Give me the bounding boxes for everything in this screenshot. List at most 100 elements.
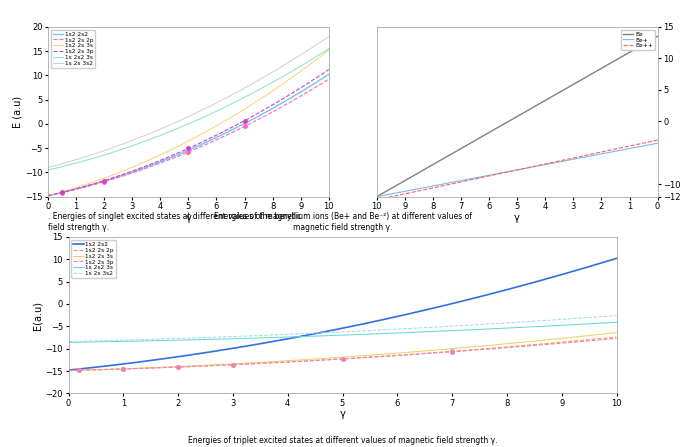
1s2 2s 3p — [361, 355, 369, 360]
Line: Be: Be — [377, 36, 658, 197]
X-axis label: γ: γ — [186, 213, 191, 223]
1s 2s2 3s — [612, 320, 621, 325]
Line: Be+: Be+ — [377, 143, 658, 197]
1s2 2s2 — [44, 193, 52, 198]
Line: 1s2 2s 3s: 1s2 2s 3s — [48, 50, 329, 196]
1s2 2s 2p — [64, 368, 73, 373]
1s2 2s 3s — [274, 84, 282, 90]
1s 2s2 3s — [390, 330, 399, 336]
1s 2s 3s2 — [196, 109, 204, 114]
Be++ — [373, 197, 381, 202]
1s 2s2 3s — [274, 76, 282, 82]
1s2 2s 3p — [44, 193, 52, 198]
1s 2s 3s2 — [64, 339, 73, 344]
1s2 2s2 — [196, 143, 204, 148]
1s 2s 3s2 — [179, 116, 187, 122]
Line: 1s2 2s 3p: 1s2 2s 3p — [48, 70, 329, 196]
1s2 2s 3s — [390, 350, 399, 356]
1s2 2s 2p — [325, 76, 333, 82]
Text: Energies of the beryllium ions (Be+ and Be⁻²) at different values of
magnetic fi: Energies of the beryllium ions (Be+ and … — [214, 212, 471, 232]
1s2 2s 2p — [514, 343, 522, 349]
1s 2s2 3s — [599, 320, 608, 326]
1s2 2s 3p — [179, 148, 187, 153]
Be++ — [520, 166, 528, 171]
Be — [520, 110, 528, 115]
1s2 2s2 — [179, 150, 187, 155]
1s2 2s2 — [325, 328, 333, 333]
1s2 2s 3s — [64, 368, 73, 373]
Line: 1s2 2s2: 1s2 2s2 — [68, 258, 616, 370]
Be — [486, 129, 495, 135]
Line: 1s 2s 3s2: 1s 2s 3s2 — [48, 37, 329, 168]
1s 2s2 3s — [179, 123, 187, 129]
1s 2s2 3s — [211, 109, 219, 114]
X-axis label: γ: γ — [340, 409, 345, 419]
1s2 2s 3s — [325, 355, 333, 361]
1s2 2s 2p — [612, 334, 621, 340]
Be++ — [653, 137, 662, 143]
Be+ — [486, 173, 495, 178]
1s 2s 3s2 — [177, 117, 186, 122]
Line: 1s2 2s2: 1s2 2s2 — [48, 74, 329, 196]
1s 2s 3s2 — [274, 66, 282, 72]
1s2 2s 2p — [179, 152, 187, 157]
1s2 2s2 — [64, 367, 73, 373]
Y-axis label: E(a.u): E(a.u) — [33, 301, 42, 329]
Line: Be++: Be++ — [377, 140, 658, 200]
1s 2s 3s2 — [514, 320, 522, 325]
1s2 2s 3s — [318, 53, 326, 58]
1s2 2s2 — [177, 151, 186, 156]
1s 2s 3s2 — [599, 314, 608, 319]
1s2 2s 2p — [44, 193, 52, 198]
1s2 2s 3p — [325, 67, 333, 72]
1s 2s 3s2 — [612, 313, 621, 318]
1s 2s2 3s — [361, 332, 369, 337]
Be++ — [519, 166, 527, 172]
1s2 2s 3s — [599, 331, 608, 337]
1s 2s 3s2 — [328, 330, 336, 335]
1s2 2s 3p — [514, 344, 522, 350]
1s2 2s 3p — [196, 140, 204, 146]
Be — [653, 34, 662, 39]
1s2 2s 3p — [599, 337, 608, 342]
1s2 2s2 — [514, 284, 522, 290]
Be+ — [519, 166, 527, 172]
1s2 2s2 — [361, 321, 369, 326]
Be+ — [501, 169, 510, 175]
1s2 2s2 — [325, 72, 333, 77]
1s2 2s 3s — [179, 141, 187, 147]
1s 2s2 3s — [196, 116, 204, 122]
1s2 2s2 — [390, 314, 399, 320]
1s 2s2 3s — [177, 124, 186, 130]
Line: 1s2 2s 2p: 1s2 2s 2p — [48, 79, 329, 196]
Be++ — [423, 186, 432, 192]
1s2 2s 3p — [390, 353, 399, 358]
Legend: 1s2 2s2, 1s2 2s 2p, 1s2 2s 3s, 1s2 2s 3p, 1s 2s2 3s, 1s 2s 3s2: 1s2 2s2, 1s2 2s 2p, 1s2 2s 3s, 1s2 2s 3p… — [51, 30, 95, 68]
Line: 1s2 2s 3p: 1s2 2s 3p — [68, 338, 616, 371]
1s2 2s 3p — [211, 133, 219, 139]
Text: . Energies of singlet excited states at different values of magnetic
field stren: . Energies of singlet excited states at … — [48, 212, 301, 232]
1s 2s2 3s — [514, 325, 522, 330]
Line: 1s 2s2 3s: 1s 2s2 3s — [68, 322, 616, 342]
Be — [501, 120, 510, 126]
Legend: Be, Be+, Be++: Be, Be+, Be++ — [621, 30, 655, 50]
1s2 2s 2p — [274, 106, 282, 112]
1s2 2s 3s — [361, 353, 369, 358]
1s2 2s2 — [274, 102, 282, 108]
Be — [373, 194, 381, 199]
1s 2s 3s2 — [361, 328, 369, 333]
Line: 1s 2s 3s2: 1s 2s 3s2 — [68, 316, 616, 342]
Be++ — [501, 170, 510, 175]
1s2 2s 3p — [328, 357, 336, 362]
1s 2s 3s2 — [44, 165, 52, 170]
1s2 2s 3s — [211, 124, 219, 129]
1s2 2s 3s — [177, 142, 186, 148]
1s2 2s 3s — [44, 193, 52, 198]
1s 2s2 3s — [325, 333, 333, 338]
1s2 2s 3p — [177, 149, 186, 154]
1s2 2s 3s — [328, 355, 336, 361]
1s2 2s 3p — [64, 368, 73, 373]
1s2 2s 2p — [196, 144, 204, 150]
1s2 2s 2p — [177, 152, 186, 158]
1s 2s2 3s — [318, 50, 326, 55]
